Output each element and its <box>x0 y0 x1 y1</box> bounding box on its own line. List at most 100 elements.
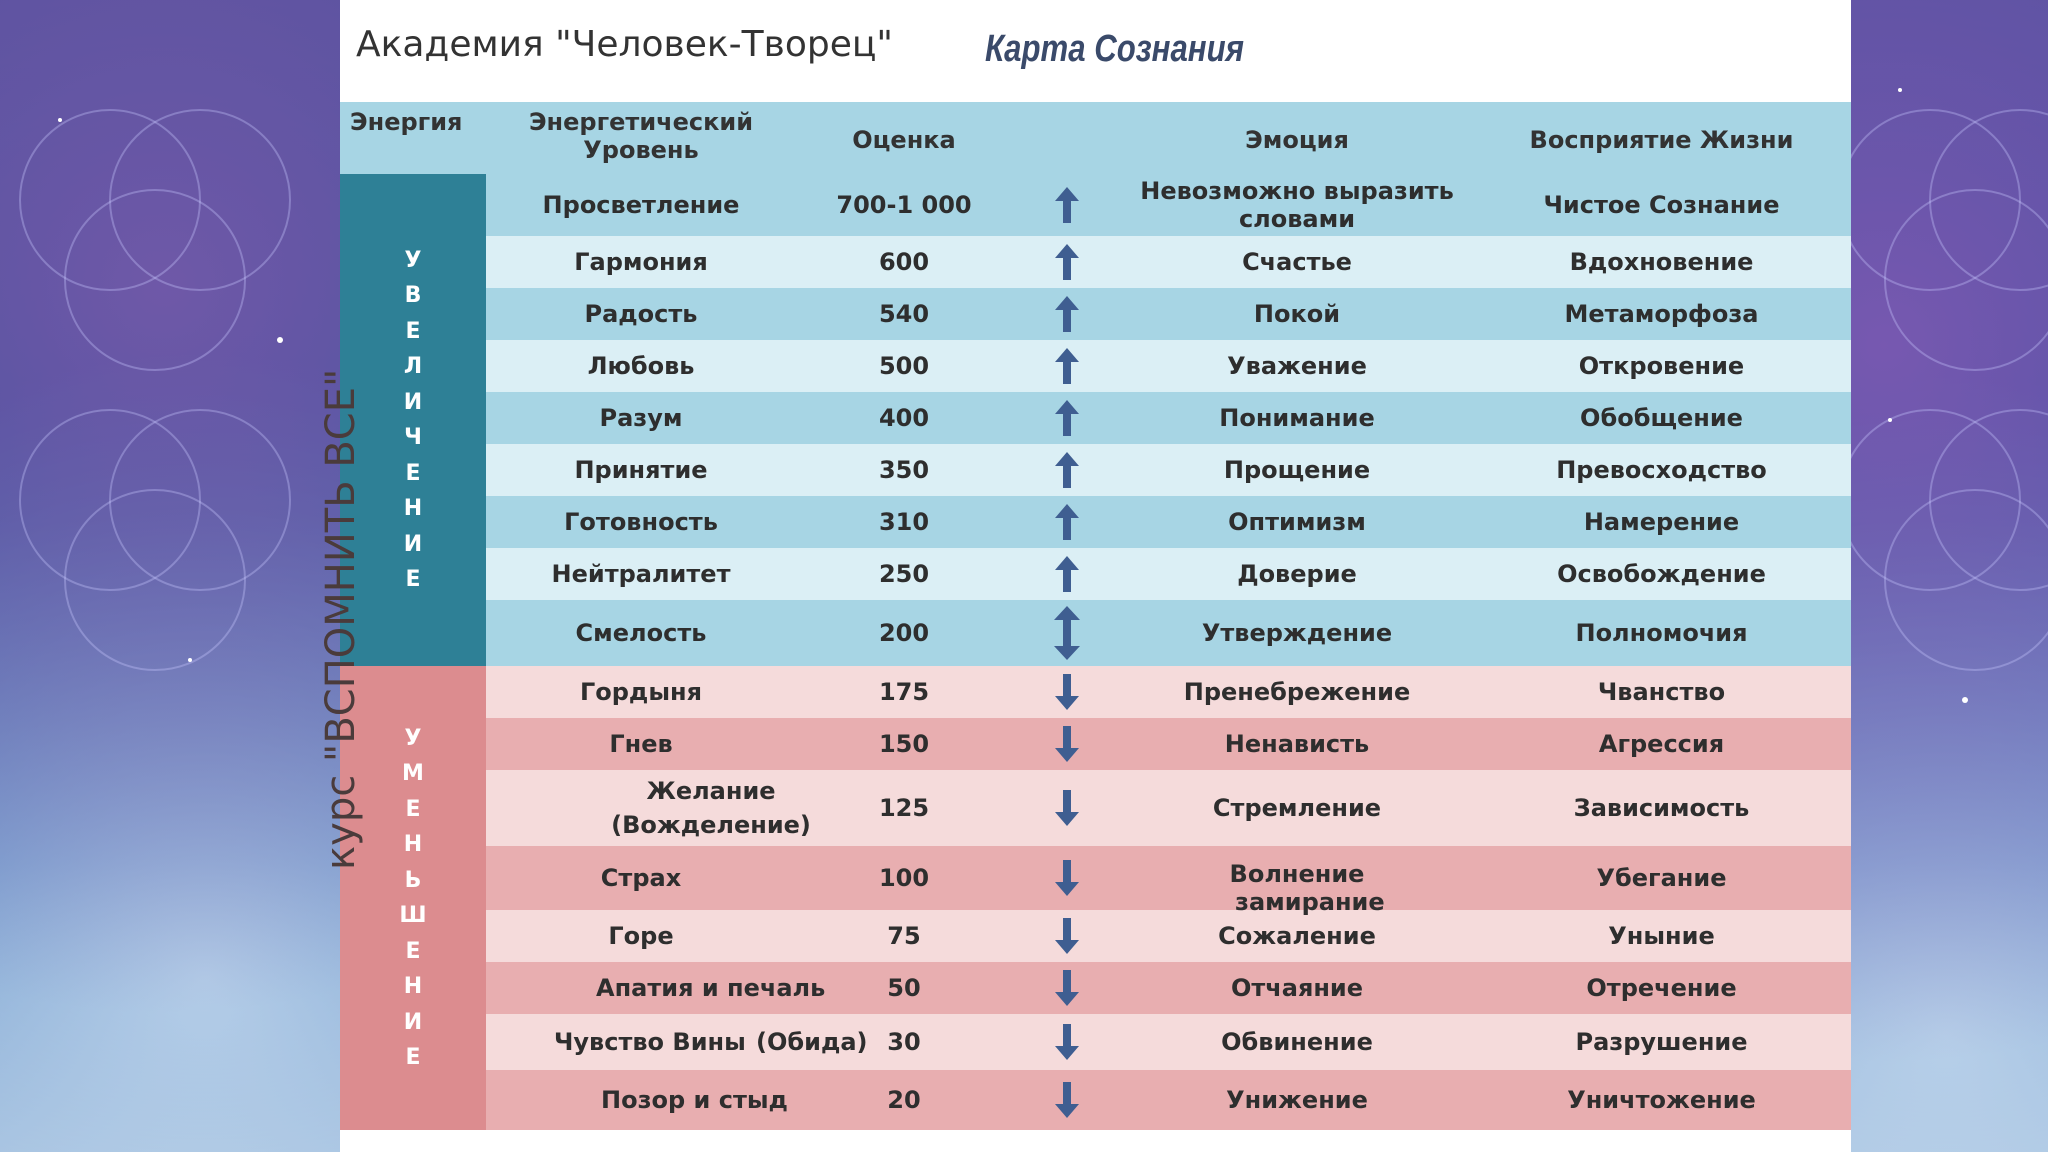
row-life: Освобождение <box>1557 560 1766 588</box>
arrow-up-icon <box>1012 392 1122 444</box>
row-emotion: Утверждение <box>1201 619 1393 647</box>
header-life: Восприятие Жизни <box>1529 126 1794 154</box>
header-emotion: Эмоция <box>1245 126 1349 154</box>
row-score: 175 <box>878 678 930 706</box>
side-letter: Е <box>405 1045 421 1070</box>
arrow-down-icon <box>1012 718 1122 770</box>
row-life: Разрушение <box>1575 1028 1748 1056</box>
row-emotion: Понимание <box>1219 404 1375 432</box>
header-energy: Энергия <box>350 108 463 136</box>
side-letter: Е <box>405 938 421 964</box>
side-letter: Н <box>403 832 423 857</box>
row-level: Радость <box>584 300 698 328</box>
side-letter: Е <box>405 567 421 592</box>
row-level: Готовность <box>564 508 718 536</box>
row-level: Гнев <box>609 730 673 758</box>
row-score: 100 <box>878 864 930 892</box>
side-letter: Л <box>403 354 423 379</box>
header-level-line2: Уровень <box>583 136 699 164</box>
row-life: Агрессия <box>1598 730 1725 758</box>
arrow-down-icon <box>1012 1070 1122 1130</box>
table-row: Нейтралитет 250 Доверие Освобождение <box>486 548 1851 600</box>
arrow-up-icon <box>1012 548 1122 600</box>
arrow-down-icon <box>1012 666 1122 718</box>
side-letter: Н <box>403 974 423 999</box>
row-emotion: Доверие <box>1237 560 1357 588</box>
row-life: Откровение <box>1578 352 1745 380</box>
row-score: 250 <box>878 560 930 588</box>
academy-name: Академия "Человек-Творец" <box>356 24 893 65</box>
row-score: 20 <box>887 1086 921 1114</box>
row-score: 700-1 000 <box>836 191 972 219</box>
row-life: Зависимость <box>1573 794 1750 822</box>
header-score: Оценка <box>852 126 956 154</box>
row-emotion: Отчаяние <box>1230 974 1364 1002</box>
arrow-down-icon <box>1012 846 1122 910</box>
row-score: 125 <box>878 794 930 822</box>
table-row: Разум 400 Понимание Обобщение <box>486 392 1851 444</box>
table-row: Гнев 150 Ненависть Агрессия <box>486 718 1851 770</box>
row-score: 400 <box>878 404 930 432</box>
row-emotion: Покой <box>1253 300 1341 328</box>
table-header: Энергия Энергетический Уровень Оценка Эм… <box>340 102 1851 174</box>
row-level: Разум <box>599 404 683 432</box>
table-row: Гордыня 175 Пренебрежение Чванство <box>486 666 1851 718</box>
row-life: Уничтожение <box>1567 1086 1756 1114</box>
row-level: Горе <box>608 922 674 950</box>
table-row: Готовность 310 Оптимизм Намерение <box>486 496 1851 548</box>
arrow-down-icon <box>1012 962 1122 1014</box>
row-life: Метаморфоза <box>1564 300 1759 328</box>
row-level: Чувство Вины <box>554 1028 746 1056</box>
row-level: Любовь <box>587 352 695 380</box>
row-emotion: Прощение <box>1223 456 1371 484</box>
table-row: Позор и стыд 20 Унижение Уничтожение <box>486 1070 1851 1130</box>
table-row: Принятие 350 Прощение Превосходство <box>486 444 1851 496</box>
row-level: Желание (Вожделение) <box>611 777 811 839</box>
row-emotion: Волнение <box>1229 860 1365 888</box>
row-life: Намерение <box>1583 508 1740 536</box>
row-emotion: Счастье <box>1242 248 1352 276</box>
row-life: Чванство <box>1597 678 1726 706</box>
arrow-up-icon <box>1012 174 1122 236</box>
row-life: Уныние <box>1608 922 1715 950</box>
side-letter: Е <box>405 460 421 486</box>
side-letter: Ь <box>404 867 422 893</box>
arrow-down-icon <box>1012 910 1122 962</box>
guilt-level-note: (Обида) <box>756 1028 868 1056</box>
side-letter: Е <box>405 318 421 344</box>
fear-emotion-note: замирание <box>1235 888 1385 916</box>
side-letter: И <box>403 531 423 557</box>
row-life: Убегание <box>1596 864 1727 892</box>
table-row: Любовь 500 Уважение Откровение <box>486 340 1851 392</box>
row-life: Отречение <box>1586 974 1737 1002</box>
row-score: 350 <box>878 456 930 484</box>
row-level: Позор и стыд <box>601 1086 788 1114</box>
row-level: Смелость <box>575 619 707 647</box>
row-life: Превосходство <box>1556 456 1767 484</box>
row-score: 75 <box>887 922 921 950</box>
course-title: курс "ВСПОМНИТЬ ВСЕ" <box>318 368 364 870</box>
row-level: Страх <box>600 864 682 892</box>
row-emotion: Ненависть <box>1224 730 1370 758</box>
row-score: 600 <box>878 248 930 276</box>
arrow-up-icon <box>1012 236 1122 288</box>
side-letter: И <box>403 389 423 415</box>
side-letter: Ш <box>399 903 427 928</box>
row-level: Просветление <box>542 191 740 219</box>
table-row: Страх 100 Волнение Убегание <box>486 846 1851 910</box>
table-row: Смелость 200 Утверждение Полномочия <box>486 600 1851 666</box>
side-letter: Н <box>403 496 423 521</box>
table-row: Гармония 600 Счастье Вдохновение <box>486 236 1851 288</box>
arrow-up-icon <box>1012 288 1122 340</box>
arrow-down-icon <box>1012 1014 1122 1070</box>
row-level: Принятие <box>574 456 708 484</box>
arrow-down-icon <box>1012 770 1122 846</box>
row-emotion: Невозможно выразить словами <box>1140 177 1454 233</box>
arrow-up-icon <box>1012 340 1122 392</box>
row-level: Нейтралитет <box>551 560 731 588</box>
side-letter: М <box>402 761 424 786</box>
side-letter: Е <box>405 796 421 822</box>
title-row: Академия "Человек-Творец" Карта Сознания <box>340 0 1851 100</box>
header-level-line1: Энергетический <box>528 108 754 136</box>
